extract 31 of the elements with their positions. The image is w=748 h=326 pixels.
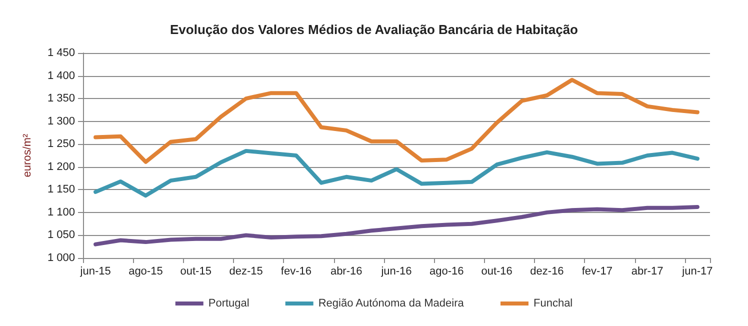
x-tick-label: fev-16: [280, 266, 312, 278]
line-series: [94, 78, 700, 164]
legend-label: Funchal: [533, 298, 573, 310]
x-tick-label: fev-17: [582, 266, 612, 278]
y-tick-label: 1 400: [47, 70, 75, 82]
y-tick-label: 1 050: [47, 229, 75, 242]
y-tick-label: 1 200: [47, 160, 75, 173]
y-tick-label: 1 350: [47, 92, 75, 105]
legend-label: Portugal: [208, 298, 250, 310]
x-tick-label: jun-15: [79, 266, 111, 278]
x-tick-label: jun-16: [380, 266, 412, 278]
x-tick-label: abr-16: [330, 266, 362, 278]
x-tick-label: dez-16: [530, 266, 564, 278]
line-series: [94, 148, 700, 198]
y-axis-title: euros/m²: [22, 133, 34, 178]
y-tick-label: 1 150: [47, 184, 75, 196]
x-tick-label: ago-15: [128, 266, 163, 278]
line-series: [94, 204, 700, 246]
x-tick-label: out-15: [180, 266, 212, 278]
x-tick-label: jun-17: [681, 266, 713, 278]
x-tick-label: out-16: [481, 266, 512, 278]
x-tick-label: abr-17: [631, 266, 664, 278]
legend-label: Região Autónoma da Madeira: [318, 298, 465, 310]
y-tick-label: 1 000: [47, 252, 75, 264]
chart-title: Evolução dos Valores Médios de Avaliação Bancária de Habitação: [170, 22, 578, 37]
y-tick-label: 1 300: [47, 115, 75, 128]
y-tick-label: 1 450: [47, 47, 75, 59]
y-tick-label: 1 250: [47, 138, 75, 150]
y-tick-label: 1 100: [47, 206, 75, 218]
x-tick-label: dez-15: [229, 266, 263, 278]
x-tick-label: ago-16: [430, 266, 464, 278]
